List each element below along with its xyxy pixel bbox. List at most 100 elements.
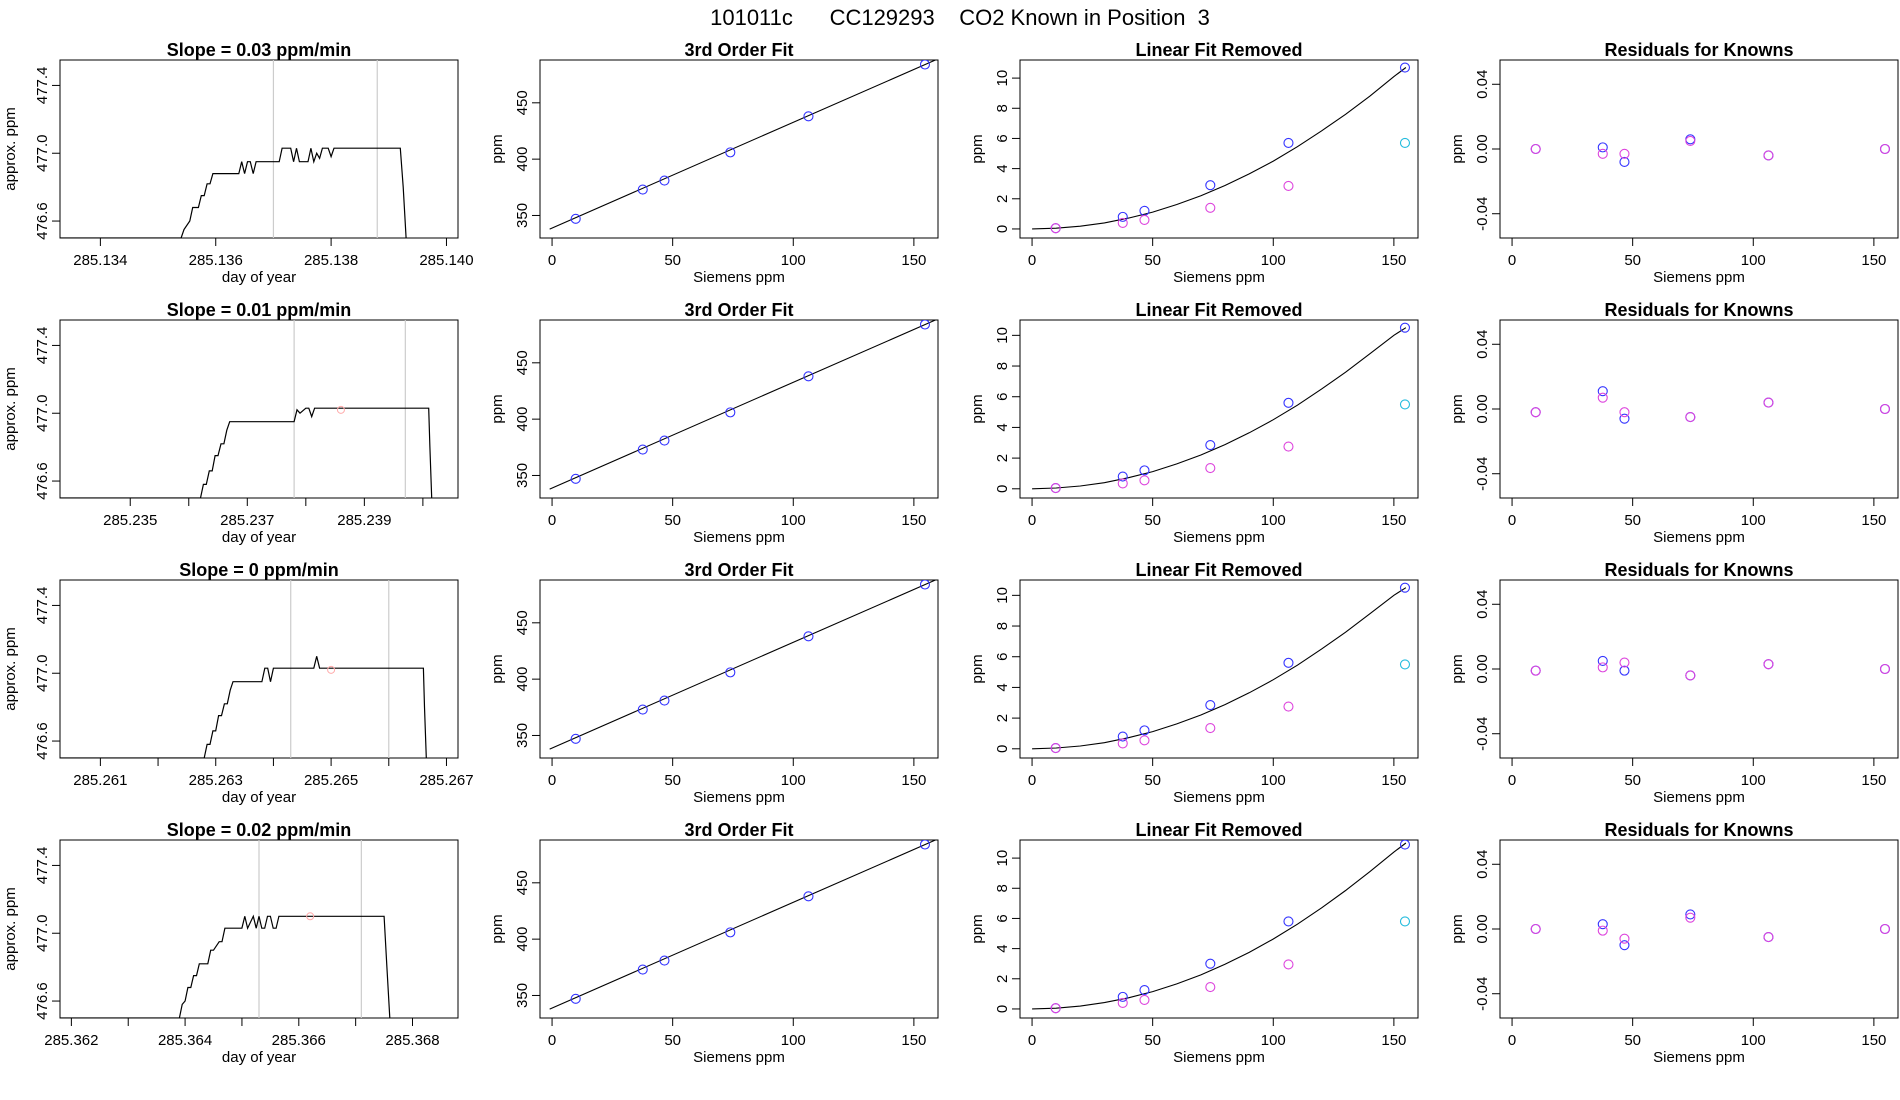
data-point bbox=[1597, 925, 1608, 936]
y-tick-label: 0.00 bbox=[1474, 914, 1491, 943]
plot-frame bbox=[1019, 59, 1419, 239]
y-tick-label: 450 bbox=[514, 610, 531, 635]
data-point bbox=[1879, 143, 1891, 155]
x-axis-label: Siemens ppm bbox=[1653, 789, 1745, 806]
data-point bbox=[1139, 465, 1150, 476]
data-point bbox=[1117, 217, 1128, 228]
x-axis-label: Siemens ppm bbox=[693, 1049, 785, 1066]
chart-title: Linear Fit Removed bbox=[1135, 300, 1302, 320]
data-point bbox=[570, 733, 581, 744]
data-point bbox=[1399, 916, 1411, 927]
data-point bbox=[659, 955, 670, 966]
y-tick-label: 10 bbox=[994, 850, 1011, 867]
y-tick-label: 450 bbox=[514, 870, 531, 895]
x-tick-label: 0 bbox=[1028, 252, 1036, 269]
data-point bbox=[1763, 932, 1774, 943]
x-axis-label: Siemens ppm bbox=[693, 529, 785, 546]
data-point bbox=[1283, 441, 1294, 452]
data-point bbox=[1597, 386, 1608, 397]
fit-curve bbox=[1032, 587, 1407, 750]
x-tick-label: 0 bbox=[1508, 772, 1516, 789]
data-point bbox=[1619, 148, 1630, 159]
y-tick-label: 8 bbox=[994, 622, 1011, 630]
y-axis-label: ppm bbox=[489, 654, 506, 683]
data-point bbox=[659, 695, 670, 706]
fit-curve bbox=[1032, 327, 1407, 490]
data-point bbox=[1619, 413, 1630, 424]
x-axis-label: Siemens ppm bbox=[1173, 529, 1265, 546]
plot-frame bbox=[1019, 839, 1419, 1019]
x-tick-label: 0 bbox=[548, 252, 556, 269]
data-point bbox=[1597, 662, 1608, 673]
x-tick-label: 0 bbox=[1508, 1032, 1516, 1049]
y-tick-label: 477.0 bbox=[34, 134, 51, 172]
plot-area bbox=[549, 320, 937, 490]
data-point bbox=[1685, 909, 1696, 920]
data-point bbox=[1399, 659, 1411, 670]
x-tick-label: 150 bbox=[1381, 252, 1406, 269]
series-line bbox=[60, 147, 407, 238]
y-tick-label: 0.00 bbox=[1474, 394, 1491, 423]
panel-grid: Slope = 0.03 ppm/min 285.134 285.136 285.13… bbox=[2, 40, 1899, 1066]
data-point bbox=[1050, 742, 1061, 754]
x-tick-label: 0 bbox=[1508, 512, 1516, 529]
data-point bbox=[1685, 670, 1696, 681]
x-tick-label: 50 bbox=[664, 252, 681, 269]
chart-title: Slope = 0 ppm/min bbox=[179, 560, 339, 580]
y-tick-label: 0.04 bbox=[1474, 850, 1491, 879]
y-tick-label: 350 bbox=[514, 983, 531, 1008]
x-tick-label: 50 bbox=[1144, 772, 1161, 789]
x-axis-label: day of year bbox=[222, 1049, 296, 1066]
data-point bbox=[1283, 657, 1294, 668]
data-point bbox=[1879, 403, 1891, 415]
chart-title: Slope = 0.01 ppm/min bbox=[167, 300, 352, 320]
x-tick-label: 50 bbox=[1624, 772, 1641, 789]
data-point bbox=[1399, 62, 1411, 73]
x-tick-label: 0 bbox=[548, 772, 556, 789]
y-axis-label: ppm bbox=[969, 654, 986, 683]
y-tick-label: 450 bbox=[514, 350, 531, 375]
data-point bbox=[637, 184, 648, 195]
y-tick-label: 10 bbox=[994, 587, 1011, 604]
x-tick-label: 0 bbox=[1508, 252, 1516, 269]
plot-area bbox=[1032, 582, 1411, 754]
x-tick-label: 285.239 bbox=[337, 512, 391, 529]
y-tick-label: 477.4 bbox=[34, 847, 51, 885]
chart-panel-2: 3rd Order Fit 0 50 100 150 350 400 450 Siemens p… bbox=[489, 40, 939, 286]
data-point bbox=[1879, 923, 1891, 935]
x-tick-label: 50 bbox=[1624, 512, 1641, 529]
y-tick-label: 4 bbox=[994, 683, 1011, 691]
chart-panel-3: Linear Fit Removed 0 50 100 150 0 2 4 6 8 10 Siemen… bbox=[969, 40, 1419, 286]
y-tick-label: 2 bbox=[994, 195, 1011, 203]
chart-panel-4: Residuals for Knowns 0 50 100 150 -0.04 0.00 0.… bbox=[1449, 40, 1899, 286]
data-point bbox=[659, 175, 670, 186]
y-tick-label: 477.4 bbox=[34, 587, 51, 625]
x-tick-label: 150 bbox=[1861, 1032, 1886, 1049]
x-tick-label: 50 bbox=[1144, 512, 1161, 529]
chart-title: Residuals for Knowns bbox=[1604, 40, 1793, 60]
y-tick-label: 350 bbox=[514, 203, 531, 228]
chart-panel-5: Slope = 0.01 ppm/min 285.235 285.237 285.23… bbox=[2, 300, 459, 546]
data-point bbox=[1763, 150, 1774, 161]
data-point bbox=[803, 631, 814, 642]
chart-title: Slope = 0.03 ppm/min bbox=[167, 40, 352, 60]
plot-frame bbox=[1019, 579, 1419, 759]
data-point bbox=[1205, 958, 1216, 969]
x-tick-label: 0 bbox=[1028, 772, 1036, 789]
plot-area bbox=[60, 320, 433, 498]
data-point bbox=[1685, 135, 1696, 146]
data-point bbox=[1205, 440, 1216, 451]
data-point bbox=[803, 111, 814, 122]
y-tick-label: 450 bbox=[514, 90, 531, 115]
chart-title: 3rd Order Fit bbox=[684, 820, 793, 840]
y-tick-label: 6 bbox=[994, 914, 1011, 922]
data-point bbox=[1763, 659, 1774, 670]
x-tick-label: 0 bbox=[1028, 1032, 1036, 1049]
mean-marker bbox=[336, 405, 345, 414]
x-tick-label: 285.138 bbox=[304, 252, 358, 269]
data-point bbox=[803, 891, 814, 902]
x-tick-label: 285.134 bbox=[73, 252, 127, 269]
plot-frame bbox=[1499, 319, 1899, 499]
chart-panel-9: Slope = 0 ppm/min 285.261 285.263 285.265 28… bbox=[2, 560, 474, 806]
data-point bbox=[1050, 223, 1061, 234]
